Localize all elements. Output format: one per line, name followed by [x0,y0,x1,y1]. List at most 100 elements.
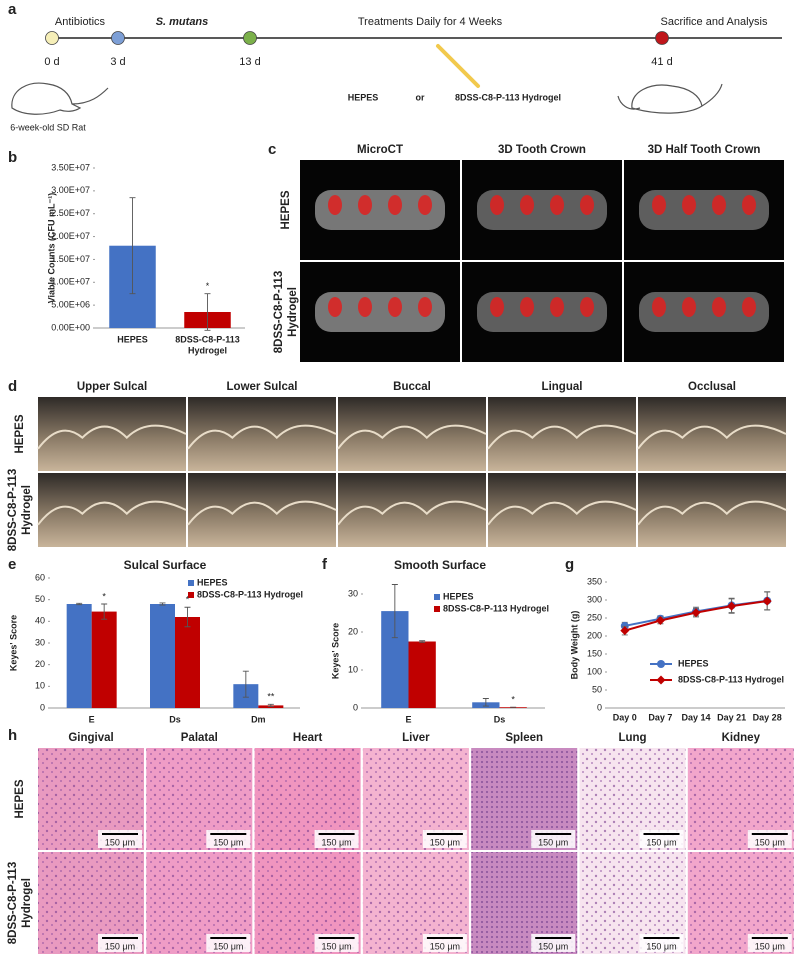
tooth-outline [337,500,487,526]
x-tick-label: HEPES [117,334,148,344]
legend-label: HEPES [197,577,228,587]
y-tick-label: 3.50E+07 [51,162,90,172]
legend-swatch [434,594,440,600]
panel-letter: c [268,141,276,158]
lesion [580,297,594,317]
y-axis-label: Viable Counts (CFU mL⁻¹) [46,193,56,304]
point [655,616,665,626]
panel-letter: f [322,556,328,573]
legend-label: 8DSS-C8-P-113 Hydrogel [197,589,303,599]
scale-bar-label: 150 μm [105,837,135,847]
panel-letter: d [8,378,17,395]
animal-label: 6-week-old SD Rat [10,122,86,132]
lesion [682,195,696,215]
significance: * [102,591,106,601]
legend-label: HEPES [443,591,474,601]
scale-bar-label: 150 μm [105,941,135,951]
tooth-image [38,397,186,471]
y-tick-label: 20 [35,659,45,669]
x-tick-label: Day 0 [613,712,637,722]
timeline-day: 13 d [239,56,260,68]
column-header: Buccal [393,381,431,393]
lesion [418,297,432,317]
row-label-group: HEPES [14,414,26,453]
error-bar [391,584,398,639]
scale-bar-label: 150 μm [755,837,785,847]
y-tick-label: 150 [587,648,602,658]
x-tick-label: Ds [494,714,506,724]
lesion [652,297,666,317]
timeline-dot [45,31,59,45]
timeline-dot [111,31,125,45]
legend-label: 8DSS-C8-P-113 Hydrogel [678,674,784,684]
error-bar [267,703,274,707]
row-label: 8DSS-C8-P-113 Hydrogel [7,469,33,551]
y-tick-label: 20 [348,626,358,636]
error-bar [101,603,108,620]
lesion [328,195,342,215]
bar [408,641,436,708]
bar [175,617,200,708]
timeline-day: 41 d [651,56,672,68]
tooth-image [338,397,486,471]
x-tick-label: E [89,714,95,724]
lesion [652,195,666,215]
scale-bar-label: 150 μm [430,837,460,847]
lesion [550,195,564,215]
bar [66,604,92,708]
y-tick-label: 60 [35,572,45,582]
ct-tooth [477,292,607,332]
lesion [358,297,372,317]
tooth-outline [37,500,187,526]
lesion [742,297,756,317]
significance: * [186,595,190,605]
lesion [712,195,726,215]
y-tick-label: 200 [587,630,602,640]
point [620,626,630,636]
y-tick-label: 3.00E+07 [51,185,90,195]
column-header: Lower Sulcal [227,381,298,393]
lesion [418,195,432,215]
column-header: Lingual [542,381,583,393]
row-label-group: 8DSS-C8-P-113 Hydrogel [7,862,33,944]
significance: * [206,281,210,291]
column-header: Occlusal [688,381,736,393]
row-label: HEPES [14,779,26,818]
tooth-image [188,473,336,547]
tooth-outline [37,424,187,450]
timeline-phase: Treatments Daily for 4 Weeks [358,16,503,28]
lesion [490,297,504,317]
panel-letter: e [8,556,16,573]
lesion [550,297,564,317]
legend-label: 8DSS-C8-P-113 Hydrogel [443,603,549,613]
panel-letter: g [565,556,574,573]
lesion [742,195,756,215]
bar [91,611,117,708]
toothbrush [436,44,480,88]
row-label: HEPES [280,190,292,229]
legend-label: HEPES [678,658,709,668]
y-label-group: Viable Counts (CFU mL⁻¹) [46,193,56,304]
y-tick-label: 0 [353,702,358,712]
error-bar [242,670,249,698]
tooth-image [188,397,336,471]
tooth-image [488,473,636,547]
y-label-group: Keyes' Score [8,615,18,671]
y-tick-label: 10 [348,664,358,674]
x-tick-label: E [405,714,411,724]
panel-letter: h [8,727,17,744]
legend-swatch [188,592,194,598]
scale-bar-label: 150 μm [213,941,243,951]
y-tick-label: 40 [35,616,45,626]
y-axis-label: Keyes' Score [330,623,340,679]
legend-swatch [434,606,440,612]
error-bar [482,698,489,707]
timeline-dot [655,31,669,45]
y-tick-label: 2.50E+07 [51,208,90,218]
tooth-outline [487,500,637,526]
x-tick-label: Day 14 [681,712,710,722]
timeline-phase: Antibiotics [55,16,106,28]
y-tick-label: 2.00E+07 [51,231,90,241]
lesion [520,297,534,317]
x-tick-label: Day 21 [717,712,746,722]
